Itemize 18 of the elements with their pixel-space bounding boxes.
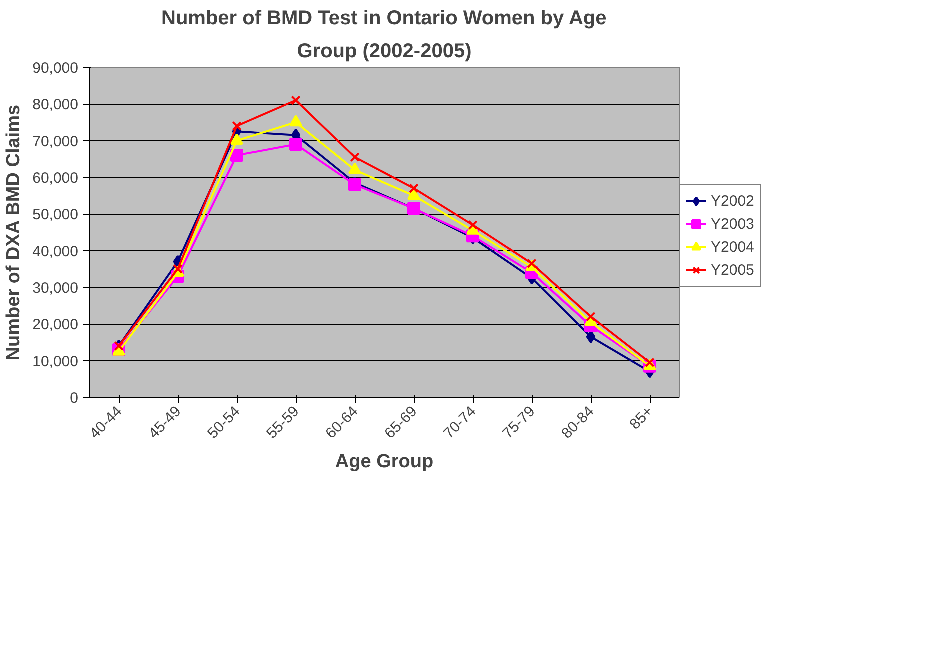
y-tick-label: 10,000	[32, 353, 79, 370]
x-axis-title: Age Group	[335, 451, 434, 472]
y-tick-label: 90,000	[32, 60, 79, 77]
y-axis-title: Number of DXA BMD Claims	[4, 104, 25, 361]
y-tick-label: 60,000	[32, 170, 79, 187]
y-tick-label: 70,000	[32, 133, 79, 150]
x-tick-label: 85+	[626, 403, 657, 434]
y-tick-label: 80,000	[32, 96, 79, 114]
legend-label: Y2002	[711, 192, 754, 210]
legend-label: Y2005	[711, 262, 754, 278]
legend-label: Y2004	[711, 238, 754, 256]
chart-title: Number of BMD Test in Ontario Women by Age Group (2002-2005)	[162, 8, 607, 62]
y-tick-label: 40,000	[32, 243, 79, 260]
y-tick-label: 30,000	[32, 280, 79, 297]
y-tick-label: 0	[70, 390, 78, 407]
y-tick-label: 50,000	[32, 206, 79, 224]
legend-label: Y2003	[711, 216, 754, 232]
y-tick-label: 20,000	[32, 316, 79, 334]
